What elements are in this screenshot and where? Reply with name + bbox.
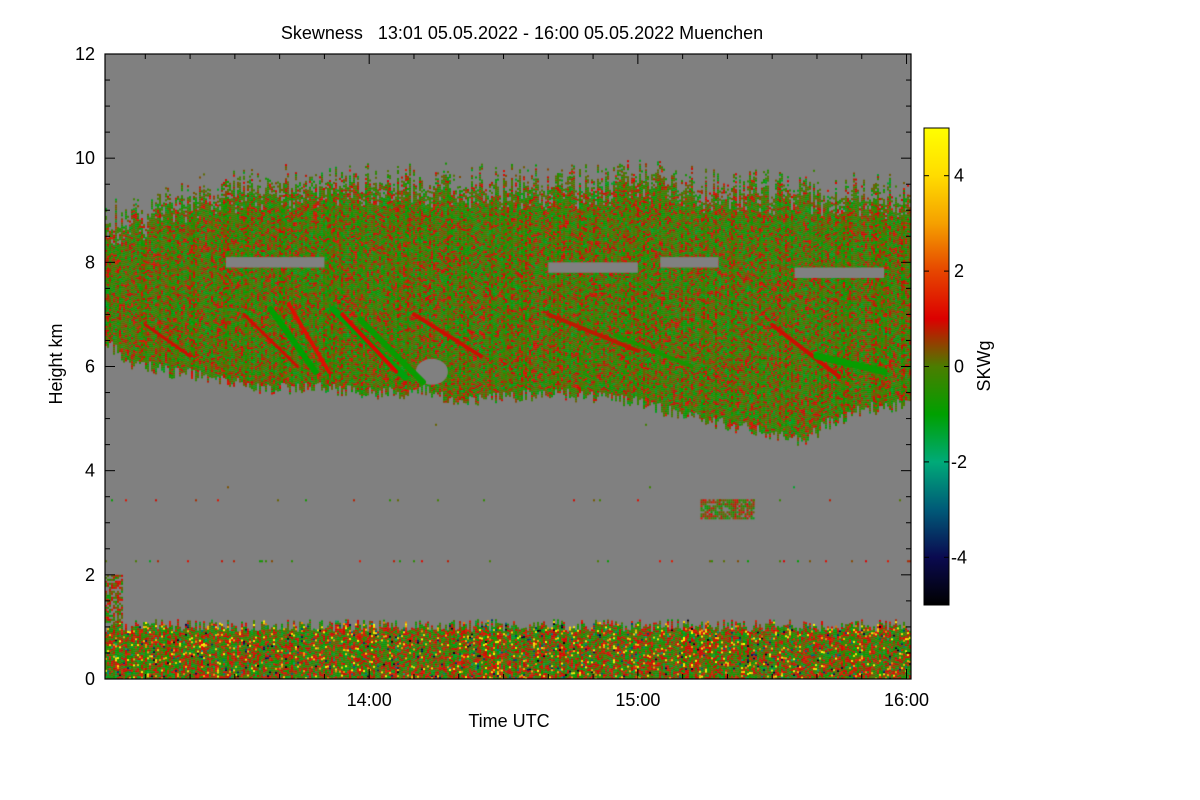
y-tick-label: 12 (75, 44, 95, 64)
skewness-heatmap (105, 54, 911, 679)
y-tick-label: 2 (85, 565, 95, 585)
colorbar-tick-label: 0 (954, 357, 964, 377)
colorbar-tick-label: 2 (954, 261, 964, 281)
y-axis-label: Height km (46, 323, 66, 404)
y-tick-label: 8 (85, 252, 95, 272)
x-axis-label: Time UTC (468, 711, 549, 731)
colorbar: -4 -2 0 2 4 (923, 127, 967, 606)
y-tick-label: 4 (85, 461, 95, 481)
colorbar-tick-label: -4 (951, 547, 967, 567)
y-tick-label: 0 (85, 669, 95, 689)
x-tick-label: 14:00 (347, 690, 392, 710)
data-layer (105, 54, 911, 679)
x-tick-label: 15:00 (615, 690, 660, 710)
x-axis: 14:00 15:00 16:00 (144, 54, 929, 710)
x-tick-label: 16:00 (884, 690, 929, 710)
chart-title: Skewness 13:01 05.05.2022 - 16:00 05.05.… (281, 23, 763, 43)
y-axis: 0 2 4 6 8 10 12 (75, 44, 911, 689)
y-tick-label: 10 (75, 148, 95, 168)
colorbar-label: SKWg (974, 340, 994, 391)
colorbar-tick-label: 4 (954, 166, 964, 186)
colorbar-tick-label: -2 (951, 452, 967, 472)
y-tick-label: 6 (85, 357, 95, 377)
